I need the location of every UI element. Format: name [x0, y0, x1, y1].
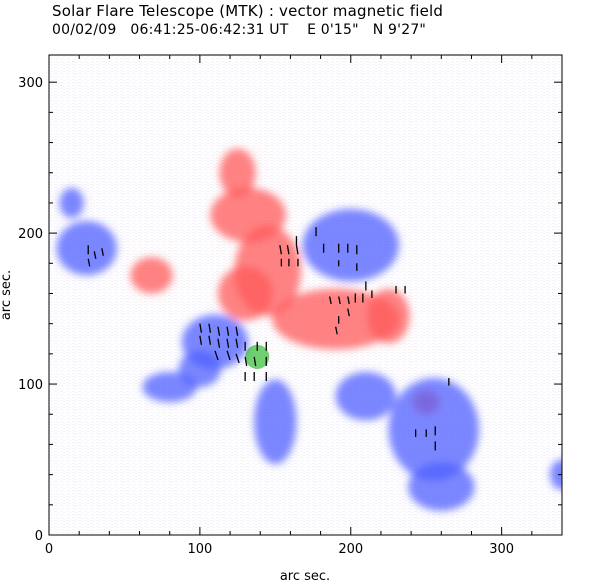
x-tick-label: 200 — [338, 542, 363, 557]
y-tick-label: 100 — [18, 378, 43, 393]
field-vector — [235, 338, 239, 348]
negative-polarity-region — [302, 208, 400, 282]
plot-area — [49, 55, 562, 535]
field-vector — [208, 335, 212, 345]
field-vector — [87, 258, 91, 267]
field-vector — [347, 296, 350, 305]
field-vector — [214, 350, 219, 361]
flare-highlight-region — [245, 344, 270, 369]
transverse-field-vectors — [87, 227, 450, 451]
field-vector — [101, 248, 104, 256]
field-vector — [235, 326, 239, 336]
field-vector — [335, 326, 338, 335]
negative-polarity-region — [56, 221, 117, 276]
field-vector — [279, 245, 282, 255]
y-axis-label: arc sec. — [0, 270, 14, 320]
field-vector — [199, 335, 203, 345]
field-vector — [217, 326, 221, 336]
field-vector — [199, 323, 203, 333]
negative-polarity-region — [142, 371, 197, 403]
x-tick-label: 0 — [45, 542, 53, 557]
field-vector — [329, 296, 332, 305]
field-vector — [244, 356, 248, 367]
negative-polarity-region — [59, 187, 84, 219]
positive-polarity-region — [217, 266, 273, 321]
negative-polarity-region — [335, 371, 397, 421]
x-axis-label: arc sec. — [280, 569, 330, 584]
x-tick-label: 100 — [187, 542, 212, 557]
negative-polarity-region — [254, 379, 297, 465]
field-vector — [208, 323, 212, 333]
polarity-regions — [56, 148, 562, 511]
field-vector — [226, 338, 230, 348]
field-vector — [226, 326, 230, 336]
observation-info: 00/02/09 06:41:25-06:42:31 UT E 0'15" N … — [52, 22, 427, 38]
field-vector — [93, 251, 97, 259]
positive-polarity-region — [219, 148, 256, 197]
field-vector — [253, 356, 257, 367]
negative-polarity-region — [549, 459, 562, 490]
axes: 0 100 200 300 0 100 200 300 — [18, 55, 562, 557]
field-vector — [286, 245, 290, 255]
negative-polarity-region — [388, 378, 480, 481]
positive-polarity-region — [272, 288, 400, 350]
field-vector — [347, 308, 350, 317]
field-vector — [217, 338, 221, 348]
y-tick-label: 0 — [35, 529, 43, 544]
chart-title: Solar Flare Telescope (MTK) : vector mag… — [52, 2, 444, 20]
y-tick-label: 200 — [18, 227, 43, 242]
y-tick-label: 300 — [18, 76, 43, 91]
x-tick-label: 300 — [489, 542, 514, 557]
positive-polarity-region — [130, 257, 173, 294]
negative-polarity-region — [408, 462, 475, 511]
field-vector — [295, 245, 299, 255]
positive-polarity-region — [367, 288, 410, 344]
field-vector — [235, 353, 240, 364]
field-vector — [226, 350, 231, 361]
plot-frame — [48, 54, 563, 536]
field-vector — [338, 296, 341, 305]
positive-polarity-region — [210, 187, 286, 243]
